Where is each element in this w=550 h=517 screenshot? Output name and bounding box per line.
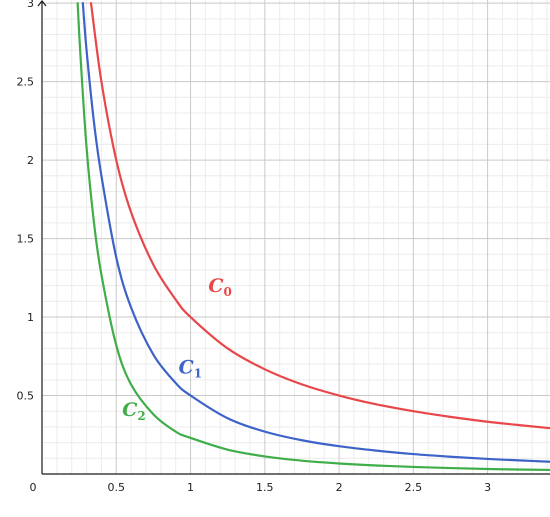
x-tick-labels: 0.5 1 1.5 2 2.5 3 [108, 481, 492, 494]
x-tick-label: 0.5 [108, 481, 126, 494]
curve-c1 [81, 2, 550, 463]
curve-label-c0: C0 [208, 275, 231, 299]
curve-label-c1: C1 [179, 357, 202, 381]
y-tick-label: 2.5 [17, 76, 35, 89]
x-tick-label: 2 [336, 481, 343, 494]
axes [37, 0, 550, 475]
x-tick-label: 1.5 [256, 481, 274, 494]
origin-label: 0 [30, 481, 37, 494]
curve-labels: C0 C1 C2 [122, 275, 232, 423]
y-tick-label: 0.5 [17, 390, 35, 403]
x-tick-label: 3 [484, 481, 491, 494]
y-tick-label: 3 [27, 0, 34, 10]
y-axis-arrow-icon [37, 0, 47, 7]
x-tick-label: 2.5 [405, 481, 423, 494]
y-tick-label: 1 [27, 311, 34, 324]
curves [76, 2, 550, 472]
y-tick-labels: 0.5 1 1.5 2 2.5 3 [17, 0, 35, 403]
y-tick-label: 2 [27, 154, 34, 167]
x-tick-label: 1 [187, 481, 194, 494]
minor-grid [42, 0, 550, 474]
curve-c2 [76, 2, 550, 472]
curve-c0 [89, 2, 550, 430]
curve-label-c2: C2 [122, 399, 145, 423]
major-grid [42, 0, 550, 474]
y-tick-label: 1.5 [17, 233, 35, 246]
